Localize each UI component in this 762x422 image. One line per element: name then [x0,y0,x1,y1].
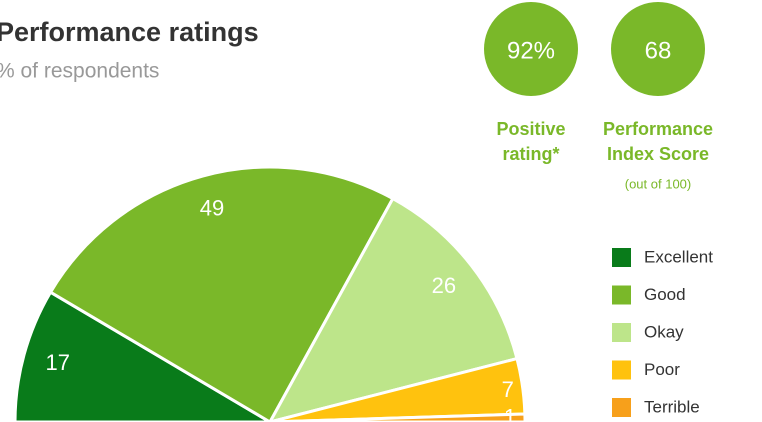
legend-label: Poor [644,360,680,379]
badge-note: (out of 100) [625,176,692,191]
legend-swatch [612,248,631,267]
legend-label: Okay [644,322,684,341]
data-label: 7 [502,377,514,402]
data-label: 1 [504,404,516,422]
badge-value: 92% [507,37,555,64]
legend-label: Good [644,285,686,304]
badge-label: Positive [496,119,565,139]
chart-subtitle: % of respondents [0,60,159,83]
badge-label: Performance [603,119,713,139]
legend-label: Terrible [644,397,700,416]
badge-value: 68 [645,37,672,64]
badge-label: rating* [502,144,559,164]
chart-title: Performance ratings [0,17,259,47]
legend-swatch [612,360,631,380]
pie-segment [13,290,273,422]
legend-swatch [612,398,631,417]
data-label: 26 [432,273,456,298]
legend-swatch [612,323,631,342]
pie-segment [268,196,519,422]
data-label: 17 [46,350,70,375]
pie-segment [48,165,395,422]
badge-label: Index Score [607,144,709,164]
legend-swatch [612,285,631,305]
legend-label: Excellent [644,247,713,266]
badge-circle [611,2,705,96]
data-label: 49 [200,196,224,221]
badge-circle [484,2,578,96]
